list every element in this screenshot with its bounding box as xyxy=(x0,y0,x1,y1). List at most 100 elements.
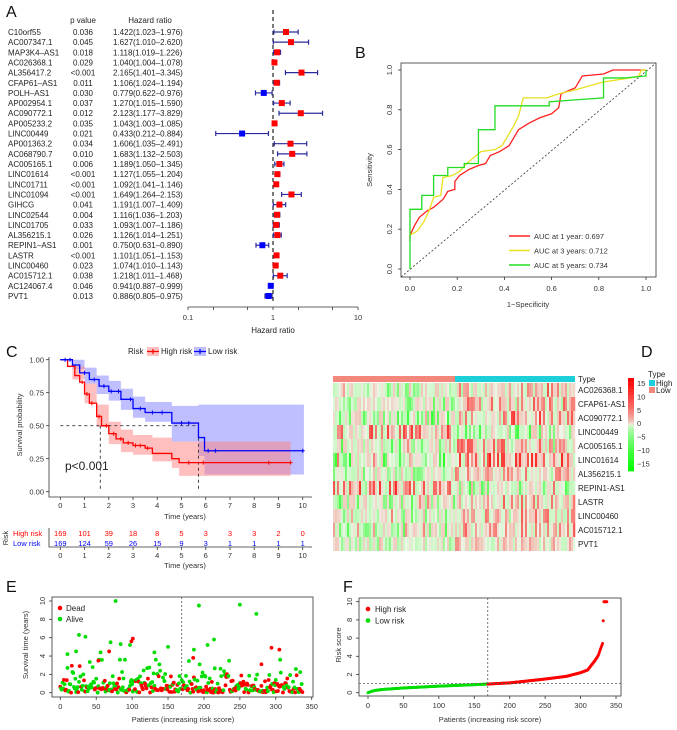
roc-curve xyxy=(409,69,646,236)
censor-mark xyxy=(92,377,97,382)
alive-point xyxy=(195,678,200,683)
heatmap-cell xyxy=(499,383,502,397)
heatmap-cell xyxy=(417,523,420,537)
dead-point xyxy=(209,679,214,684)
heatmap-cell xyxy=(503,537,506,551)
heatmap-cell xyxy=(555,481,558,495)
heatmap-cell xyxy=(483,411,486,425)
heatmap-cell xyxy=(505,509,508,523)
heatmap-cell xyxy=(381,453,384,467)
heatmap-cell xyxy=(423,383,426,397)
heatmap-cell xyxy=(403,495,406,509)
y-tick-label: 0 xyxy=(38,691,47,695)
heatmap-cell xyxy=(347,495,350,509)
heatmap-cell xyxy=(385,537,388,551)
heatmap-cell xyxy=(539,397,542,411)
heatmap-cell xyxy=(355,453,358,467)
heatmap-cell xyxy=(477,467,480,481)
heatmap-cell xyxy=(519,537,522,551)
heatmap-cell xyxy=(569,453,572,467)
heatmap-cell xyxy=(415,439,418,453)
forest-row-mark xyxy=(272,39,310,46)
heatmap-cell xyxy=(391,481,394,495)
heatmap-cell xyxy=(399,425,402,439)
alive-point xyxy=(200,670,205,675)
heatmap-cell xyxy=(485,397,488,411)
heatmap-cell xyxy=(399,397,402,411)
heatmap-cell xyxy=(521,467,524,481)
heatmap-cell xyxy=(447,411,450,425)
heatmap-cell xyxy=(401,523,404,537)
heatmap-cell xyxy=(393,537,396,551)
heatmap-cell xyxy=(455,425,458,439)
heatmap-cell xyxy=(333,495,336,509)
heatmap-cell xyxy=(403,453,406,467)
heatmap-cell xyxy=(545,439,548,453)
heatmap-cell xyxy=(337,397,340,411)
heatmap-cell xyxy=(537,397,540,411)
alive-point xyxy=(120,685,125,690)
censor-mark xyxy=(104,423,109,428)
heatmap-cell xyxy=(543,425,546,439)
colorbar-segment xyxy=(628,438,634,442)
heatmap-cell xyxy=(395,537,398,551)
y-tick-label: 0.0 xyxy=(385,264,394,274)
panel-label: B xyxy=(355,45,366,62)
risk-table-x-label: Time (years) xyxy=(164,561,206,570)
heatmap-cell xyxy=(387,383,390,397)
hr-point xyxy=(260,89,267,96)
heatmap-cell xyxy=(511,509,514,523)
heatmap-cell xyxy=(543,537,546,551)
dead-point xyxy=(69,663,74,668)
heatmap-cell xyxy=(379,495,382,509)
y-tick-label: 10 xyxy=(345,598,354,606)
hazard-ratio-text: 1.606(1.035–2.491) xyxy=(113,140,183,149)
colorbar-tick-label: 5 xyxy=(637,406,641,415)
heatmap-cell xyxy=(417,537,420,551)
heatmap-cell xyxy=(559,383,562,397)
heatmap-cell xyxy=(549,397,552,411)
heatmap-cell xyxy=(417,383,420,397)
alive-point xyxy=(292,685,297,690)
dead-point xyxy=(269,645,274,650)
heatmap-cell xyxy=(471,537,474,551)
x-axis-label: Patients (increasing risk score) xyxy=(439,715,542,724)
heatmap-cell xyxy=(405,523,408,537)
heatmap-cell xyxy=(385,495,388,509)
dead-point xyxy=(245,683,250,687)
heatmap-cell xyxy=(499,509,502,523)
heatmap-cell xyxy=(511,467,514,481)
heatmap-cell xyxy=(553,523,556,537)
heatmap-cell xyxy=(457,481,460,495)
heatmap-cell xyxy=(559,495,562,509)
heatmap-cell xyxy=(415,481,418,495)
colorbar-segment xyxy=(628,447,634,451)
hazard-ratio-text: 1.270(1.015–1.590) xyxy=(113,99,183,108)
heatmap-cell xyxy=(547,481,550,495)
heatmap-cell xyxy=(413,383,416,397)
heatmap-cell xyxy=(403,523,406,537)
hr-point xyxy=(278,100,285,107)
heatmap-cell xyxy=(543,397,546,411)
hr-point xyxy=(287,39,294,46)
heatmap-cell xyxy=(557,383,560,397)
heatmap-cell xyxy=(545,537,548,551)
heatmap-cell xyxy=(355,411,358,425)
colorbar-segment xyxy=(628,405,634,409)
heatmap-cell xyxy=(535,537,538,551)
heatmap-cell xyxy=(467,453,470,467)
heatmap-cell xyxy=(399,537,402,551)
heatmap-cell xyxy=(345,481,348,495)
heatmap-cell xyxy=(505,523,508,537)
heatmap-cell xyxy=(335,425,338,439)
heatmap-cell xyxy=(515,495,518,509)
heatmap-cell xyxy=(355,383,358,397)
dead-point xyxy=(239,673,244,678)
heatmap-cell xyxy=(549,509,552,523)
heatmap-cell xyxy=(461,509,464,523)
legend-label: AUC at 3 years: 0.712 xyxy=(534,247,608,256)
alive-point xyxy=(192,647,196,652)
heatmap-cell xyxy=(535,467,538,481)
panel-d-heatmap: D Type Type AC026368.1CFAP61-AS1AC090772… xyxy=(333,344,672,551)
heatmap-cell xyxy=(401,425,404,439)
